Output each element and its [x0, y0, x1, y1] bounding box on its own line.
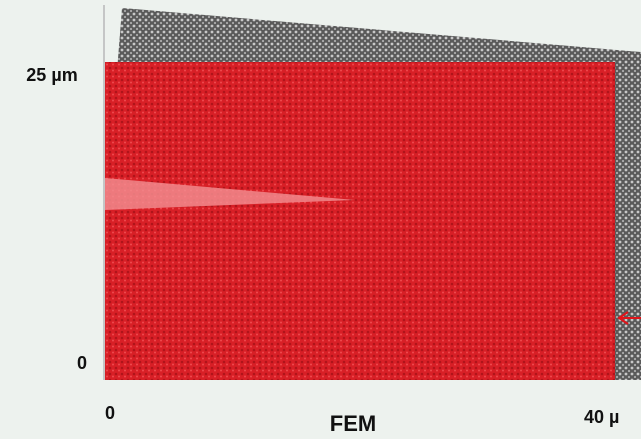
page: {"figure": {"y_top_label": "25 µm", "y_b… [0, 0, 641, 439]
figure: 25 µm 0 0 40 µ FEM [0, 0, 641, 439]
y-top-label: 25 µm [26, 65, 77, 85]
caption: FEM [330, 411, 376, 436]
reference-mesh [105, 62, 615, 380]
x-right-label: 40 µ [584, 407, 619, 427]
y-bottom-label: 0 [77, 353, 87, 373]
x-left-label: 0 [105, 403, 115, 423]
